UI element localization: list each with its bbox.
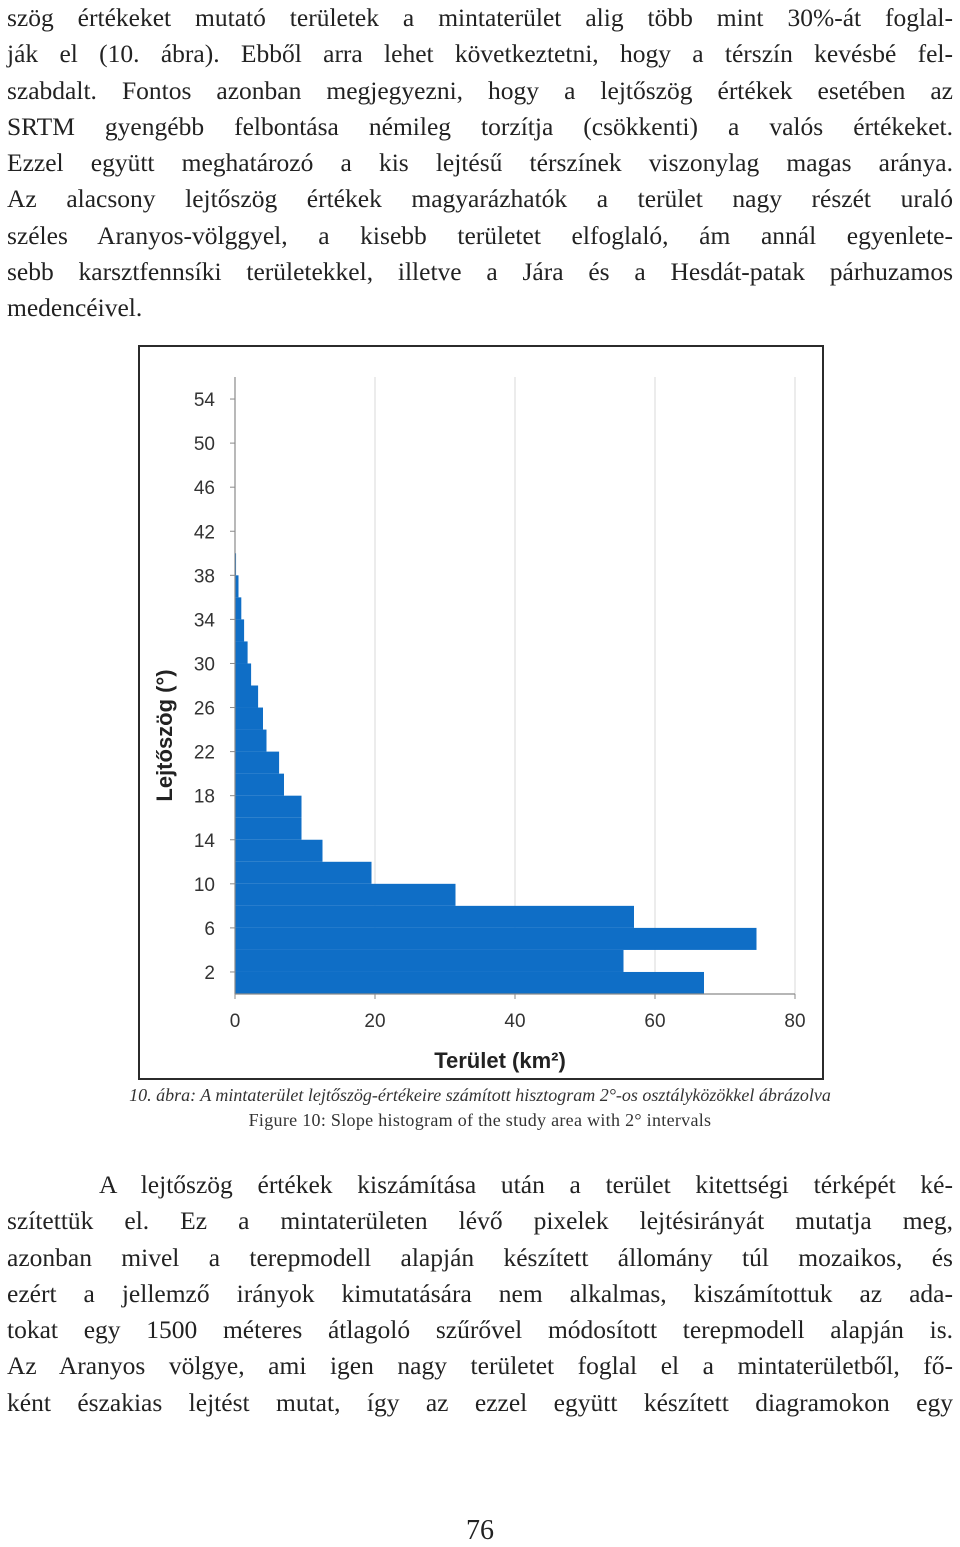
- text-line: SRTM gyengébb felbontása némileg torzítj…: [7, 111, 953, 141]
- text-line: medencéivel.: [7, 293, 143, 323]
- text-line: ják el (10. ábra). Ebből arra lehet köve…: [7, 39, 953, 69]
- x-axis-title: Terület (km²): [434, 1048, 566, 1073]
- x-tick-label: 40: [504, 1011, 525, 1032]
- y-tick-label: 46: [194, 478, 215, 499]
- x-tick-label: 60: [644, 1011, 665, 1032]
- text-line: ként északias lejtést mutat, így az ezze…: [7, 1387, 953, 1417]
- x-tick-label: 20: [364, 1011, 385, 1032]
- text-line: tokat egy 1500 méteres átlagoló szűrővel…: [7, 1315, 953, 1345]
- histogram-bar: [235, 575, 239, 598]
- histogram-bar: [235, 817, 302, 840]
- x-tick-label: 80: [784, 1011, 805, 1032]
- histogram-bar: [235, 883, 456, 906]
- histogram-bar: [235, 729, 267, 752]
- histogram-bar: [235, 597, 242, 620]
- slope-histogram-figure: 2 6 10 14 18 22 26 30 34 38 42 46 50 54 0 20 40 60 80 Terül…: [138, 345, 824, 1080]
- histogram-bar: [235, 839, 323, 862]
- histogram-bar: [235, 927, 757, 950]
- y-tick-label: 42: [194, 522, 215, 543]
- histogram-bar: [235, 905, 634, 928]
- text-line: azonban mivel a terepmodell alapján kész…: [7, 1242, 953, 1272]
- histogram-bar: [235, 949, 624, 972]
- text-line: széles Aranyos-völggyel, a kisebb terüle…: [7, 220, 953, 250]
- text-line: Az alacsony lejtőszög értékek magyarázha…: [7, 184, 953, 214]
- top-paragraph: szög értékeket mutató területek a mintat…: [7, 0, 953, 327]
- histogram-bar: [235, 861, 372, 884]
- y-axis-title: Lejtőszög (°): [152, 669, 177, 801]
- histogram-bar: [235, 773, 284, 796]
- y-tick-label: 38: [194, 566, 215, 587]
- figure-number: 10. ábra: [129, 1085, 191, 1105]
- y-tick-label: 18: [194, 787, 215, 808]
- text-line: Az Aranyos völgye, ami igen nagy terület…: [7, 1351, 953, 1381]
- text-line: ezért a jellemző irányok kimutatására ne…: [7, 1278, 953, 1308]
- figure-caption-text: : A mintaterület lejtőszög-értékeire szá…: [190, 1085, 831, 1105]
- y-tick-label: 22: [194, 743, 215, 764]
- y-tick-label: 50: [194, 434, 215, 455]
- histogram-bar: [235, 663, 252, 686]
- histogram-bar: [235, 641, 248, 664]
- figure-caption-english: Figure 10: Slope histogram of the study …: [248, 1110, 712, 1130]
- y-tick-label: 14: [194, 831, 216, 852]
- figure-caption-hungarian: 10. ábra: A mintaterület lejtőszög-érték…: [0, 1085, 960, 1106]
- text-line: sebb karsztfennsíki területekkel, illetv…: [7, 257, 953, 287]
- histogram-bar: [235, 707, 263, 730]
- text-line: Ezzel együtt meghatározó a kis lejtésű t…: [7, 148, 953, 178]
- y-tick-label: 2: [204, 963, 215, 984]
- y-tick-label: 34: [194, 610, 216, 631]
- y-tick-label: 54: [194, 390, 216, 411]
- text-line: szabdalt. Fontos azonban megjegyezni, ho…: [7, 75, 953, 105]
- page-number: 76: [466, 1515, 494, 1546]
- histogram-bar: [235, 619, 245, 642]
- text-line: szítettük el. Ez a mintaterületen lévő p…: [7, 1206, 953, 1236]
- histogram-bar: [235, 751, 280, 774]
- y-tick-label: 30: [194, 654, 215, 675]
- text-line: szög értékeket mutató területek a mintat…: [7, 3, 953, 32]
- bottom-paragraph: A lejtőszög értékek kiszámítása után a t…: [7, 1167, 953, 1421]
- y-tick-label: 6: [204, 919, 215, 940]
- text-line: A lejtőszög értékek kiszámítása után a t…: [99, 1170, 953, 1199]
- y-tick-label: 26: [194, 699, 215, 720]
- histogram-bar: [235, 685, 259, 708]
- y-tick-label: 10: [194, 875, 215, 896]
- histogram-bar: [235, 795, 302, 818]
- histogram-bar: [235, 971, 704, 994]
- x-tick-label: 0: [230, 1011, 241, 1032]
